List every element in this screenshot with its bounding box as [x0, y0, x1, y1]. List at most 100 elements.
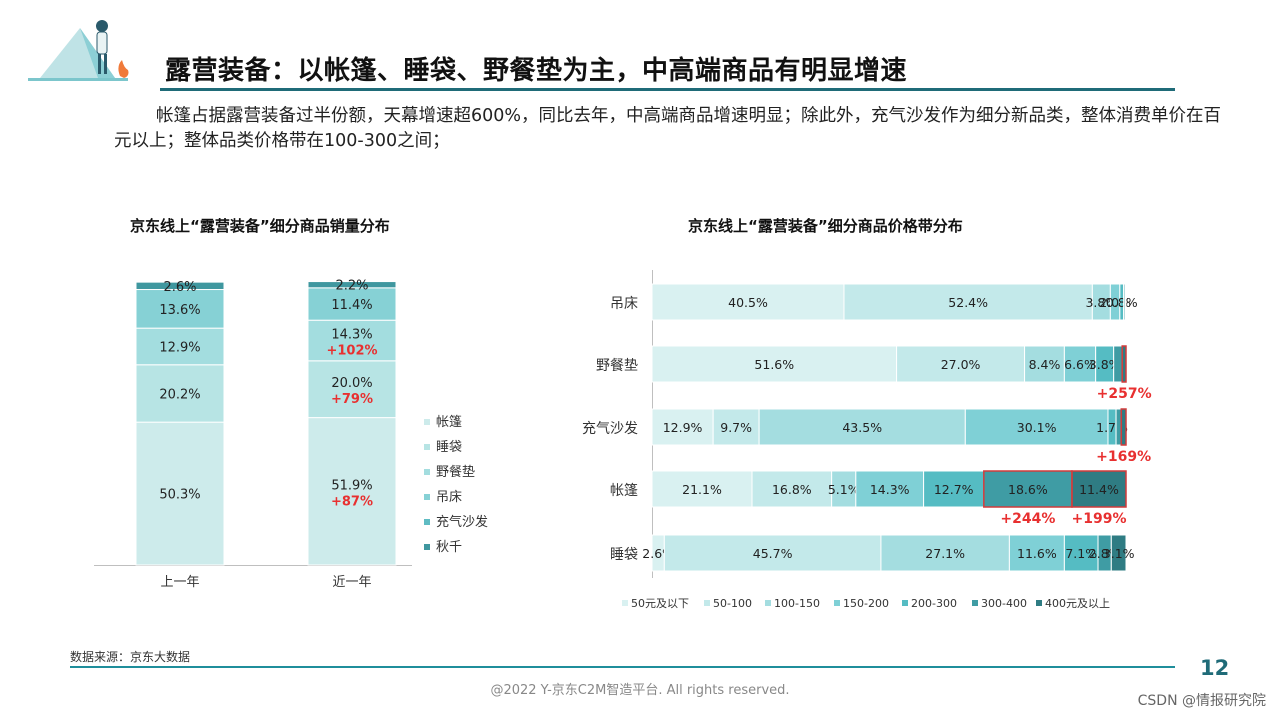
legend-swatch	[424, 469, 430, 475]
bar-segment	[712, 408, 760, 446]
footer-line	[70, 666, 1175, 668]
category-label: 上一年	[160, 575, 199, 590]
legend-swatch	[902, 600, 908, 606]
data-label: 2.2%	[335, 279, 368, 294]
bar-segment	[843, 283, 1093, 321]
bar-segment	[1024, 345, 1065, 383]
category-label: 野餐垫	[596, 358, 638, 374]
title-underline	[160, 88, 1175, 91]
category-label: 充气沙发	[582, 421, 638, 437]
data-label: 43.5%	[842, 420, 882, 435]
legend-label: 秋千	[436, 540, 462, 555]
data-label: 12.7%	[934, 482, 974, 497]
legend-label: 50-100	[713, 597, 752, 610]
legend-swatch	[1036, 600, 1042, 606]
category-label: 帐篷	[610, 483, 638, 499]
data-label: 12.9%	[663, 420, 703, 435]
data-label: 51.9%	[331, 478, 372, 493]
bar-segment	[1115, 408, 1122, 446]
category-label: 睡袋	[610, 547, 638, 563]
legend-label: 200-300	[911, 597, 957, 610]
bar-segment	[135, 281, 225, 291]
legend-label: 睡袋	[436, 440, 462, 455]
bar-segment	[651, 408, 714, 446]
data-label: 14.3%	[331, 327, 372, 342]
data-label: 40.5%	[728, 295, 768, 310]
bar-segment	[751, 470, 833, 508]
legend-label: 50元及以下	[631, 597, 689, 610]
bar-segment	[651, 470, 753, 508]
bar-segment	[964, 408, 1109, 446]
data-label: 52.4%	[948, 295, 988, 310]
legend-swatch	[424, 544, 430, 550]
data-label: 3.8%	[1089, 357, 1121, 372]
right-chart-title: 京东线上“露营装备”细分商品价格带分布	[688, 217, 963, 235]
growth-label: +199%	[1071, 511, 1126, 527]
data-label: 11.4%	[1079, 482, 1119, 497]
bar-segment	[135, 421, 225, 566]
bar-segment	[651, 283, 845, 321]
corner-watermark: CSDN @情报研究院	[1137, 693, 1266, 709]
data-label: 27.1%	[925, 546, 965, 561]
data-label: 7.1%	[1065, 546, 1097, 561]
growth-label: +169%	[1096, 449, 1151, 465]
bar-segment	[1071, 470, 1127, 508]
legend-label: 吊床	[436, 490, 462, 505]
data-label: 11.6%	[1017, 546, 1057, 561]
legend-swatch	[622, 600, 628, 606]
bar-segment	[135, 327, 225, 366]
bar-segment	[880, 534, 1010, 572]
data-label: 14.3%	[870, 482, 910, 497]
legend-swatch	[704, 600, 710, 606]
data-label: 16.8%	[772, 482, 812, 497]
legend-swatch	[424, 494, 430, 500]
data-label: 21.1%	[682, 482, 722, 497]
data-label: 3.8%	[1085, 295, 1117, 310]
page-number: 12	[1200, 656, 1230, 680]
data-label: 27.0%	[941, 357, 981, 372]
data-label: 20.2%	[159, 387, 200, 402]
bar-segment	[1110, 534, 1127, 572]
description-text: 帐篷占据露营装备过半份额，天幕增速超600%，同比去年，中高端商品增速明显；除此…	[114, 106, 1222, 151]
legend-label: 帐篷	[436, 415, 462, 430]
legend-label: 300-400	[981, 597, 1027, 610]
data-label: 6.6%	[1064, 357, 1096, 372]
page-title: 露营装备：以帐篷、睡袋、野餐垫为主，中高端商品有明显增速	[165, 56, 908, 86]
data-label: 51.6%	[754, 357, 794, 372]
bar-segment	[1008, 534, 1065, 572]
data-label: 5.1%	[828, 482, 860, 497]
data-label: 13.6%	[159, 303, 200, 318]
legend-swatch	[834, 600, 840, 606]
bar-segment	[663, 534, 882, 572]
data-label: 12.9%	[159, 340, 200, 355]
data-label: 18.6%	[1008, 482, 1048, 497]
legend-label: 100-150	[774, 597, 820, 610]
growth-label: +102%	[326, 343, 377, 358]
bar-segment	[307, 287, 397, 321]
legend-swatch	[424, 519, 430, 525]
bar-segment	[307, 360, 397, 419]
data-label: 0.8%	[1106, 295, 1138, 310]
bar-segment	[307, 417, 397, 566]
data-label: 45.7%	[753, 546, 793, 561]
bar-segment	[1113, 345, 1123, 383]
data-source: 数据来源：京东大数据	[70, 650, 191, 664]
legend-label: 野餐垫	[436, 464, 475, 480]
category-label: 吊床	[610, 296, 638, 312]
bar-segment	[983, 470, 1073, 508]
legend-swatch	[765, 600, 771, 606]
growth-label: +79%	[331, 392, 373, 407]
bar-segment	[923, 470, 985, 508]
data-label: 8.4%	[1029, 357, 1061, 372]
legend-label: 150-200	[843, 597, 889, 610]
bar-segment	[1063, 534, 1099, 572]
bar-segment	[758, 408, 966, 446]
legend-swatch	[424, 444, 430, 450]
data-label: 2.6%	[163, 280, 196, 295]
highlight-box	[1120, 408, 1127, 446]
legend-label: 400元及以上	[1045, 597, 1110, 610]
highlight-box	[1071, 470, 1127, 508]
copyright: @2022 Y-京东C2M智造平台. All rights reserved.	[490, 683, 790, 698]
